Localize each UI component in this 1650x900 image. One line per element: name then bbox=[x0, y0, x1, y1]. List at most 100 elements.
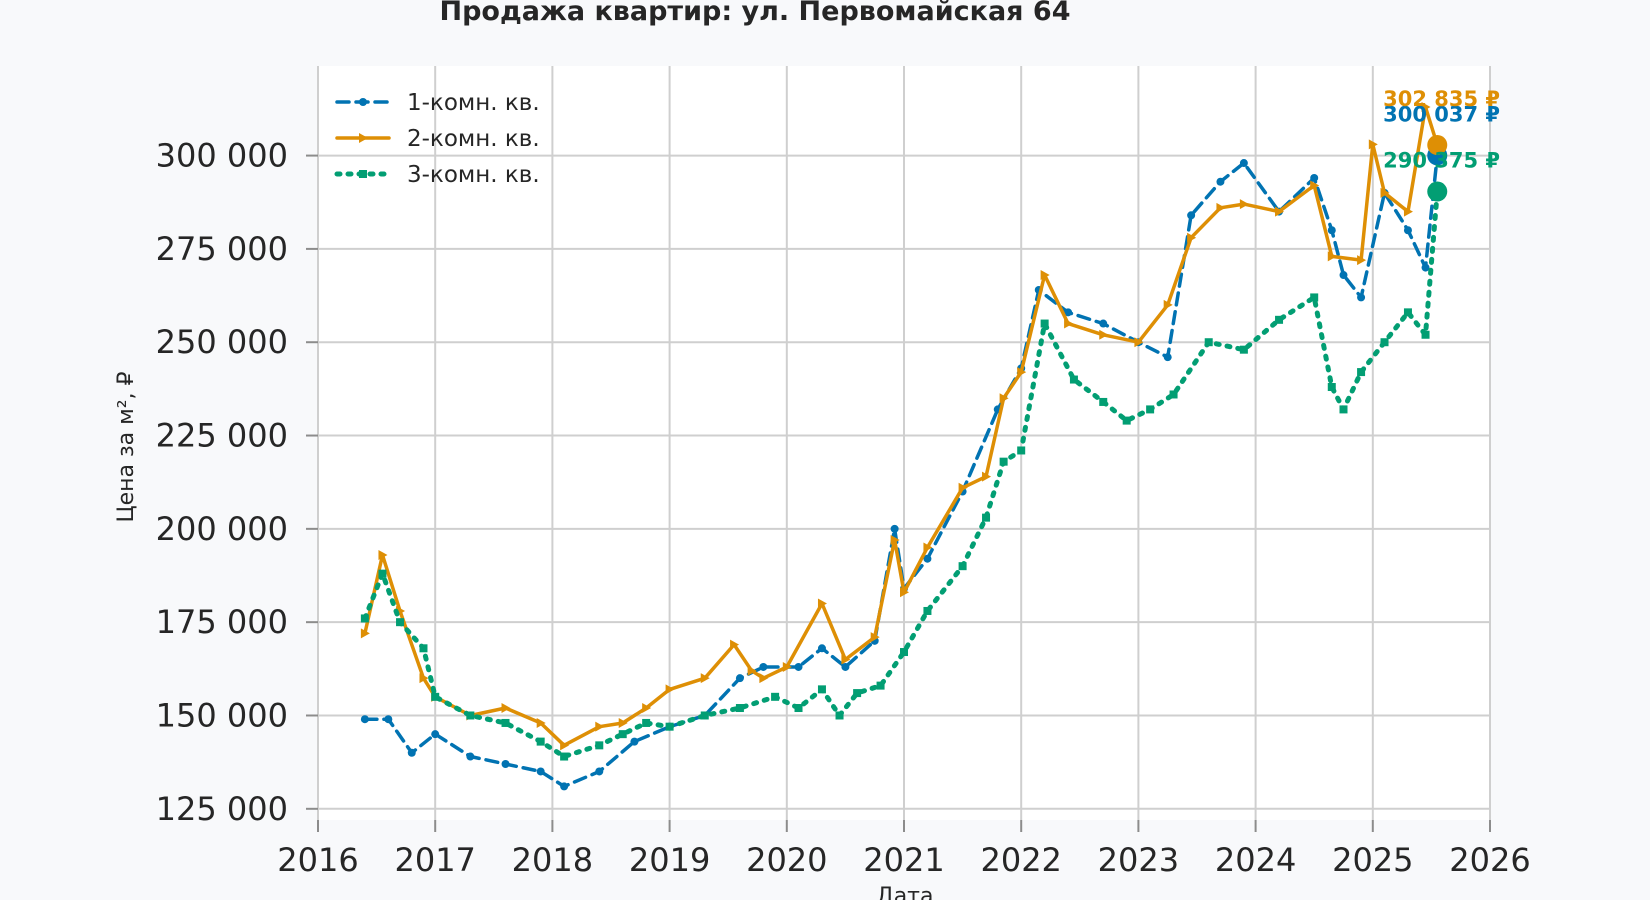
data-point bbox=[1239, 345, 1248, 354]
data-point bbox=[1239, 199, 1249, 210]
data-point bbox=[817, 598, 827, 609]
data-point bbox=[1204, 338, 1213, 347]
data-point bbox=[1216, 177, 1225, 186]
x-tick-label: 2020 bbox=[746, 841, 827, 879]
data-point bbox=[1069, 375, 1078, 384]
legend: 1-комн. кв. 2-комн. кв. 3-комн. кв. bbox=[334, 90, 540, 188]
data-point bbox=[360, 614, 369, 623]
data-point bbox=[771, 692, 780, 701]
series-line bbox=[362, 189, 1440, 759]
data-point bbox=[1040, 319, 1049, 328]
data-point bbox=[1403, 226, 1412, 235]
data-point bbox=[747, 665, 757, 676]
data-point bbox=[1421, 263, 1430, 272]
data-point bbox=[419, 644, 428, 653]
series-end-label-1: 300 037 ₽ bbox=[1383, 102, 1500, 126]
legend-marker bbox=[359, 170, 367, 178]
legend-label: 3-комн. кв. bbox=[407, 162, 540, 188]
legend-item-1: 1-комн. кв. bbox=[335, 90, 540, 116]
data-point bbox=[378, 569, 387, 578]
data-point bbox=[396, 618, 405, 627]
data-point bbox=[759, 662, 768, 671]
legend-marker bbox=[359, 133, 368, 143]
x-tick-label: 2022 bbox=[980, 841, 1061, 879]
data-point bbox=[466, 711, 475, 720]
data-point bbox=[1017, 367, 1027, 378]
data-point bbox=[1099, 319, 1108, 328]
data-point bbox=[759, 673, 769, 684]
data-point bbox=[1187, 211, 1196, 220]
data-point bbox=[1327, 226, 1336, 235]
data-point bbox=[1368, 139, 1378, 150]
data-point bbox=[853, 689, 862, 698]
data-point bbox=[890, 524, 899, 533]
data-point bbox=[735, 674, 744, 683]
data-point bbox=[835, 711, 844, 720]
data-point bbox=[1064, 308, 1073, 317]
data-point bbox=[730, 639, 740, 650]
data-point bbox=[360, 628, 370, 639]
data-point bbox=[735, 704, 744, 713]
data-point bbox=[1327, 383, 1336, 392]
x-tick-label: 2017 bbox=[394, 841, 475, 879]
data-point bbox=[923, 606, 932, 615]
data-point bbox=[1421, 102, 1431, 113]
data-point bbox=[923, 542, 933, 553]
data-point bbox=[900, 587, 909, 598]
data-point bbox=[1216, 202, 1226, 213]
data-point bbox=[1339, 271, 1348, 280]
data-point bbox=[1275, 315, 1284, 324]
data-point bbox=[665, 722, 674, 731]
data-point bbox=[1064, 318, 1074, 329]
y-tick-label: 250 000 bbox=[156, 323, 288, 361]
data-point bbox=[501, 760, 510, 769]
data-point bbox=[1421, 330, 1430, 339]
y-tick-label: 150 000 bbox=[156, 696, 288, 734]
data-point bbox=[1327, 251, 1337, 262]
data-point bbox=[378, 549, 388, 560]
data-point bbox=[384, 715, 393, 724]
y-tick-label: 275 000 bbox=[156, 230, 288, 268]
x-tick-label: 2016 bbox=[277, 841, 358, 879]
data-point bbox=[794, 704, 803, 713]
data-point bbox=[982, 471, 992, 482]
x-tick-label: 2019 bbox=[629, 841, 710, 879]
data-point bbox=[407, 748, 416, 757]
data-point bbox=[630, 737, 639, 746]
data-point bbox=[923, 554, 932, 563]
data-point bbox=[958, 562, 967, 571]
data-point bbox=[560, 740, 570, 751]
x-tick-label: 2021 bbox=[863, 841, 944, 879]
data-point bbox=[1380, 338, 1389, 347]
data-point bbox=[1163, 299, 1173, 310]
data-point bbox=[595, 767, 604, 776]
series-end-label-2: 302 835 ₽ bbox=[1383, 87, 1500, 111]
data-point bbox=[560, 782, 569, 791]
data-point bbox=[1357, 368, 1366, 377]
grid bbox=[317, 66, 1491, 820]
data-point bbox=[700, 673, 710, 684]
y-tick-label: 225 000 bbox=[156, 417, 288, 455]
legend-item-3: 3-комн. кв. bbox=[334, 162, 540, 188]
data-point bbox=[700, 711, 709, 720]
data-point bbox=[1099, 329, 1109, 340]
data-point bbox=[1310, 180, 1320, 191]
data-point bbox=[595, 721, 605, 732]
data-point bbox=[900, 648, 908, 657]
data-point bbox=[1099, 397, 1108, 406]
data-point bbox=[1357, 293, 1366, 302]
data-point bbox=[360, 715, 369, 724]
series-end-label-3: 290 375 ₽ bbox=[1383, 149, 1500, 173]
series-3 bbox=[360, 187, 1442, 761]
data-point bbox=[1310, 173, 1319, 182]
series-1 bbox=[360, 151, 1442, 791]
data-point bbox=[870, 632, 880, 643]
y-tick-label: 175 000 bbox=[156, 603, 288, 641]
data-point bbox=[501, 703, 511, 714]
series-layer bbox=[360, 102, 1443, 791]
data-point bbox=[1310, 293, 1319, 302]
data-point bbox=[419, 673, 429, 684]
data-point bbox=[1357, 255, 1367, 266]
data-point bbox=[560, 752, 569, 761]
x-axis-label: Дата bbox=[877, 884, 934, 900]
